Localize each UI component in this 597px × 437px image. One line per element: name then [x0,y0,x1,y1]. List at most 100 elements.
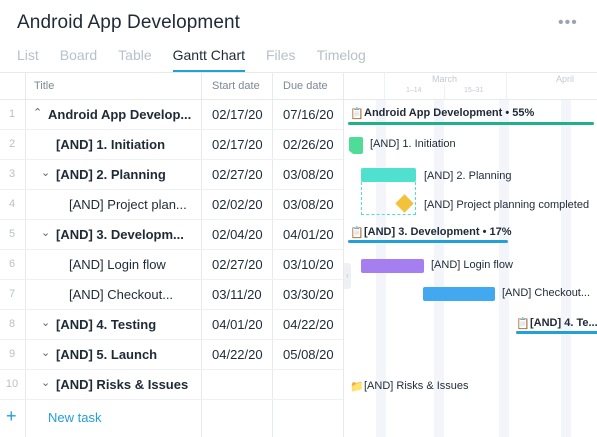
task-name[interactable]: [AND] 3. Developm... [56,227,184,242]
plus-icon[interactable]: + [6,406,17,426]
development-progress-bar[interactable] [348,240,508,243]
row-number: 1 [8,108,16,120]
task-name[interactable]: Android App Develop... [48,107,192,122]
tab-gantt-chart[interactable]: Gantt Chart [172,46,245,72]
gantt-label-development[interactable]: [AND] 3. Development • 17% [364,226,512,238]
due-date[interactable]: 03/08/20 [283,167,334,182]
row-number: 9 [8,348,16,360]
row-number: 10 [5,378,19,390]
task-table: Title Start date Due date 1 ⌃ Android Ap… [0,73,343,437]
chevron-down-icon[interactable]: ⌄ [41,317,51,329]
divider [272,73,273,437]
start-date[interactable]: 02/04/20 [212,227,263,242]
row-number: 4 [8,198,16,210]
weekend-stripe [434,100,444,437]
more-options-icon[interactable]: ••• [558,14,578,31]
gantt-label-risks[interactable]: [AND] Risks & Issues [364,380,469,392]
column-header-start-date[interactable]: Start date [212,80,260,92]
table-row[interactable]: 7 [AND] Checkout... 03/11/20 03/30/20 [0,280,343,310]
tab-board[interactable]: Board [59,47,98,63]
planning-dependency-outline [361,182,416,215]
divider [25,73,26,437]
start-date[interactable]: 02/27/20 [212,167,263,182]
clipboard-icon: 📋 [350,108,364,120]
task-name[interactable]: [AND] Checkout... [69,287,174,302]
month-label: April [556,74,575,84]
clipboard-icon: 📋 [516,318,530,330]
column-header-due-date[interactable]: Due date [283,80,328,92]
task-name[interactable]: [AND] Project plan... [69,197,187,212]
due-date[interactable]: 03/08/20 [283,197,334,212]
new-task-button[interactable]: New task [48,410,102,425]
table-row[interactable]: 6 [AND] Login flow 02/27/20 03/10/20 [0,250,343,280]
folder-icon: 📁 [350,381,364,393]
task-name[interactable]: [AND] Login flow [69,257,166,272]
table-row[interactable]: 2 [AND] 1. Initiation 02/17/20 02/26/20 [0,130,343,160]
due-date[interactable]: 04/22/20 [283,317,334,332]
new-task-row[interactable]: + New task [0,403,343,433]
month-label: March [432,74,458,84]
due-date[interactable]: 03/10/20 [283,257,334,272]
task-name[interactable]: [AND] 5. Launch [56,347,158,362]
task-name[interactable]: [AND] Risks & Issues [56,377,189,392]
gantt-label-project[interactable]: Android App Development • 55% [364,107,535,119]
row-number: 8 [8,318,16,330]
task-name[interactable]: [AND] 1. Initiation [56,137,166,152]
table-row[interactable]: 10 ⌄ [AND] Risks & Issues [0,370,343,400]
gantt-label-testing[interactable]: [AND] 4. Te... [530,317,597,329]
due-date[interactable]: 03/30/20 [283,287,334,302]
table-row[interactable]: 5 ⌄ [AND] 3. Developm... 02/04/20 04/01/… [0,220,343,250]
weekend-stripe [561,100,571,437]
table-row[interactable]: 4 [AND] Project plan... 02/02/20 03/08/2… [0,190,343,220]
week-label: 15–31 [464,87,484,94]
gantt-label-login-flow[interactable]: [AND] Login flow [431,259,513,271]
planning-bar[interactable] [361,168,416,182]
divider [506,73,507,100]
tab-timelog[interactable]: Timelog [316,47,366,63]
tab-files[interactable]: Files [266,47,296,63]
table-row[interactable]: 9 ⌄ [AND] 5. Launch 04/22/20 05/08/20 [0,340,343,370]
due-date[interactable]: 02/26/20 [283,137,334,152]
table-row[interactable]: 1 ⌃ Android App Develop... 02/17/20 07/1… [0,100,343,130]
row-number: 5 [8,228,16,240]
start-date[interactable]: 04/01/20 [212,317,263,332]
gantt-label-initiation[interactable]: [AND] 1. Initiation [370,138,456,150]
start-date[interactable]: 02/17/20 [212,137,263,152]
start-date[interactable]: 04/22/20 [212,347,263,362]
row-number: 7 [8,288,16,300]
start-date[interactable]: 02/02/20 [212,197,263,212]
column-header-title[interactable]: Title [34,80,55,92]
chevron-down-icon[interactable]: ⌄ [41,167,51,179]
due-date[interactable]: 04/01/20 [283,227,334,242]
weekend-stripe [499,100,509,437]
row-number: 2 [8,138,16,150]
chevron-down-icon[interactable]: ⌄ [41,227,51,239]
chevron-down-icon[interactable]: ⌄ [41,347,51,359]
login-flow-bar[interactable] [361,259,424,273]
chevron-up-icon[interactable]: ⌃ [33,107,43,119]
gantt-label-checkout[interactable]: [AND] Checkout... [502,287,591,299]
due-date[interactable]: 05/08/20 [283,347,334,362]
collapse-handle[interactable]: ‹ [344,263,351,289]
task-name[interactable]: [AND] 4. Testing [56,317,157,332]
start-date[interactable]: 02/27/20 [212,257,263,272]
tab-list[interactable]: List [17,47,39,63]
checkout-bar[interactable] [423,287,495,301]
gantt-label-planning[interactable]: [AND] 2. Planning [424,170,512,182]
project-progress-bar[interactable] [348,122,594,125]
start-date[interactable]: 02/17/20 [212,107,263,122]
row-number: 6 [8,258,16,270]
table-row[interactable]: 8 ⌄ [AND] 4. Testing 04/01/20 04/22/20 [0,310,343,340]
table-row[interactable]: 3 ⌄ [AND] 2. Planning 02/27/20 03/08/20 [0,160,343,190]
tab-table[interactable]: Table [118,47,152,63]
start-date[interactable]: 03/11/20 [212,287,262,302]
gantt-label-planning-completed[interactable]: [AND] Project planning completed [424,199,590,211]
task-name[interactable]: [AND] 2. Planning [56,167,166,182]
testing-progress-bar[interactable] [516,331,597,334]
chevron-down-icon[interactable]: ⌄ [41,377,51,389]
table-header: Title Start date Due date [0,73,343,100]
initiation-bar[interactable] [349,137,363,154]
timeline-header: March April 1–14 15–31 [344,73,597,100]
due-date[interactable]: 07/16/20 [283,107,334,122]
row-number: 3 [8,168,16,180]
